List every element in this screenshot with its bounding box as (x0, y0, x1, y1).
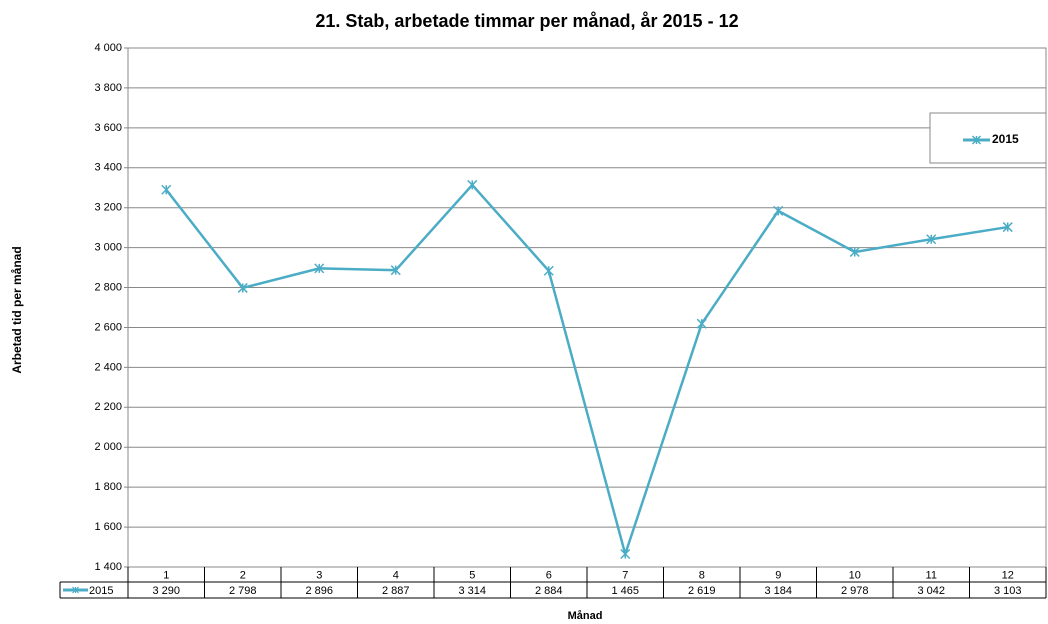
x-tick-label: 8 (699, 569, 705, 581)
data-label: 3 290 (152, 585, 180, 597)
y-tick-label: 1 600 (94, 521, 122, 533)
y-tick-label: 4 000 (94, 42, 122, 54)
y-tick-label: 2 000 (94, 441, 122, 453)
data-label: 3 184 (764, 585, 792, 597)
x-tick-label: 1 (163, 569, 169, 581)
marker (1002, 222, 1013, 233)
x-tick-label: 2 (240, 569, 246, 581)
data-label: 1 465 (611, 585, 639, 597)
marker (161, 184, 172, 195)
legend-label: 2015 (992, 132, 1019, 146)
data-label: 2 884 (535, 585, 563, 597)
x-tick-label: 6 (546, 569, 552, 581)
data-label: 2 619 (688, 585, 716, 597)
data-label: 3 103 (994, 585, 1022, 597)
y-tick-label: 3 000 (94, 242, 122, 254)
chart-title: 21. Stab, arbetade timmar per månad, år … (315, 11, 738, 31)
marker (237, 282, 248, 293)
data-label: 3 042 (917, 585, 945, 597)
marker (620, 548, 631, 560)
x-tick-label: 12 (1002, 569, 1014, 581)
x-tick-label: 7 (622, 569, 628, 581)
legend-box (929, 112, 1047, 164)
data-label: 2 896 (305, 585, 333, 597)
y-tick-label: 3 600 (94, 122, 122, 134)
y-tick-label: 2 600 (94, 321, 122, 333)
y-tick-label: 3 200 (94, 202, 122, 214)
y-tick-label: 3 400 (94, 162, 122, 174)
marker (696, 318, 707, 329)
marker (773, 205, 784, 216)
marker (849, 246, 860, 258)
y-tick-label: 2 400 (94, 361, 122, 373)
y-axis-label: Arbetad tid per månad (10, 246, 24, 373)
x-tick-label: 10 (849, 569, 861, 581)
marker (467, 179, 478, 190)
x-tick-label: 3 (316, 569, 322, 581)
data-label: 2 798 (229, 585, 257, 597)
table-legend-label: 2015 (89, 585, 113, 597)
y-tick-label: 1 800 (94, 481, 122, 493)
legend-marker (971, 135, 982, 145)
y-tick-label: 2 200 (94, 401, 122, 413)
marker (390, 265, 401, 276)
table-legend-marker (72, 586, 79, 594)
x-tick-label: 4 (393, 569, 399, 581)
data-label: 3 314 (458, 585, 486, 597)
marker (543, 265, 554, 276)
data-label: 2 887 (382, 585, 410, 597)
x-tick-label: 9 (775, 569, 781, 581)
x-tick-label: 5 (469, 569, 475, 581)
marker (314, 263, 325, 274)
data-label: 2 978 (841, 585, 869, 597)
y-tick-label: 1 400 (94, 561, 122, 573)
line (165, 183, 1008, 556)
y-tick-label: 3 800 (94, 82, 122, 94)
x-tick-label: 11 (926, 569, 937, 581)
x-axis-label: Månad (568, 610, 603, 622)
plot-border (127, 47, 1047, 568)
y-tick-label: 2 800 (94, 281, 122, 293)
marker (926, 234, 937, 245)
